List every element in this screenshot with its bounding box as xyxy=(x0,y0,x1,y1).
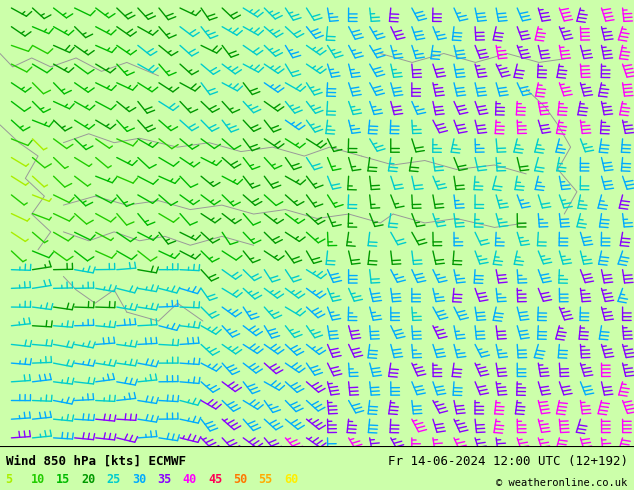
Text: 45: 45 xyxy=(208,472,222,486)
Text: 50: 50 xyxy=(233,472,247,486)
Text: 60: 60 xyxy=(284,472,298,486)
Text: Fr 14-06-2024 12:00 UTC (12+192): Fr 14-06-2024 12:00 UTC (12+192) xyxy=(387,455,628,468)
Text: Wind 850 hPa [kts] ECMWF: Wind 850 hPa [kts] ECMWF xyxy=(6,455,186,468)
Text: 40: 40 xyxy=(183,472,197,486)
Text: 30: 30 xyxy=(132,472,146,486)
Text: 55: 55 xyxy=(259,472,273,486)
Text: 25: 25 xyxy=(107,472,120,486)
Text: © weatheronline.co.uk: © weatheronline.co.uk xyxy=(496,478,628,488)
Text: 10: 10 xyxy=(30,472,44,486)
Text: 5: 5 xyxy=(5,472,12,486)
Text: 35: 35 xyxy=(157,472,171,486)
Text: 15: 15 xyxy=(56,472,70,486)
Text: 20: 20 xyxy=(81,472,95,486)
